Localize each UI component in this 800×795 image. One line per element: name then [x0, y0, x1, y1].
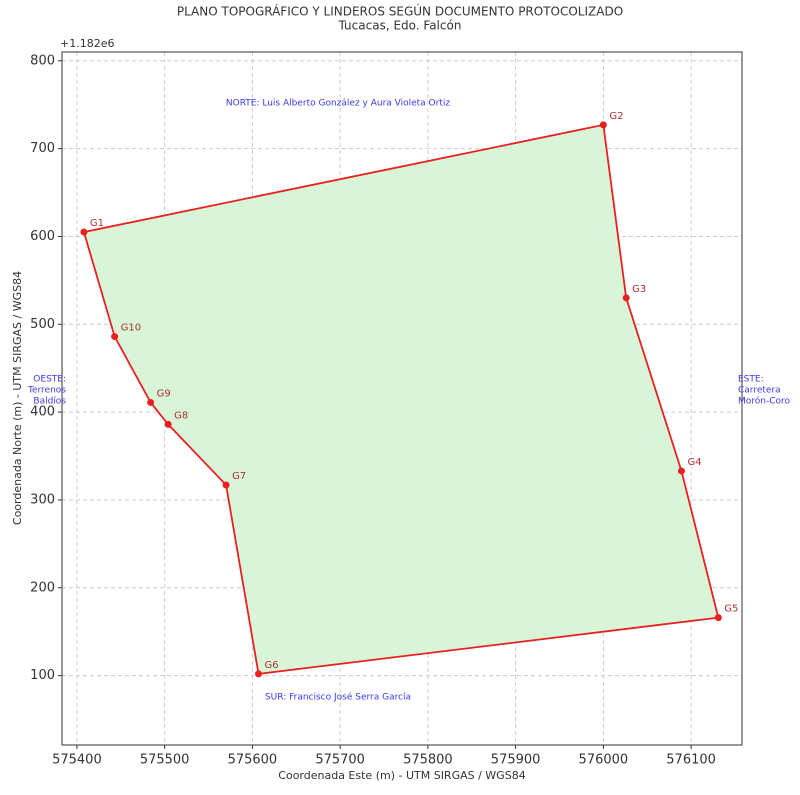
vertex-label: G5 [724, 604, 738, 615]
vertex [599, 121, 607, 129]
chart-subtitle: Tucacas, Edo. Falcón [338, 19, 462, 33]
y-tick-label: 100 [30, 668, 55, 683]
x-tick-label: 575700 [315, 753, 365, 768]
x-tick-label: 575900 [491, 753, 541, 768]
vertex-label: G9 [157, 388, 171, 399]
chart-title: PLANO TOPOGRÁFICO Y LINDEROS SEGÚN DOCUM… [177, 4, 623, 19]
vertex-label: G3 [632, 284, 646, 295]
x-axis-label: Coordenada Este (m) - UTM SIRGAS / WGS84 [278, 769, 525, 782]
vertex [111, 333, 119, 341]
boundary-annotation: Carretera [738, 386, 781, 396]
y-axis-label: Coordenada Norte (m) - UTM SIRGAS / WGS8… [11, 271, 24, 525]
y-offset-label: +1.182e6 [60, 37, 114, 50]
vertex-label: G6 [265, 660, 279, 671]
boundary-annotation: Terrenos [27, 386, 66, 396]
x-tick-label: 575400 [52, 753, 102, 768]
y-tick-label: 800 [30, 53, 55, 68]
x-tick-label: 575500 [140, 753, 190, 768]
y-tick-label: 500 [30, 317, 55, 332]
vertex-label: G1 [90, 218, 104, 229]
vertex [147, 398, 155, 406]
vertex-label: G10 [121, 323, 141, 334]
y-tick-label: 300 [30, 492, 55, 507]
x-tick-label: 575600 [228, 753, 278, 768]
y-tick-label: 400 [30, 405, 55, 420]
boundary-annotation: NORTE: Luis Alberto González y Aura Viol… [226, 99, 450, 109]
vertex [164, 420, 172, 428]
vertex [255, 670, 263, 678]
vertex [222, 481, 230, 489]
y-tick-label: 700 [30, 141, 55, 156]
plot-frame [61, 51, 743, 746]
boundary-annotation: OESTE: [33, 375, 66, 385]
x-tick-label: 576100 [666, 753, 716, 768]
boundary-annotation: Morón-Coro [738, 396, 791, 407]
vertex [622, 294, 630, 302]
vertex [80, 228, 88, 236]
vertex-label: G4 [687, 457, 701, 468]
boundary [82, 123, 720, 675]
boundary-annotation: SUR: Francisco José Serra García [265, 692, 411, 703]
vertex [677, 467, 685, 475]
y-tick-label: 600 [30, 229, 55, 244]
y-tick-label: 200 [30, 580, 55, 595]
boundary-annotation: ESTE: [738, 375, 764, 385]
vertex [714, 614, 722, 622]
x-tick-label: 576000 [579, 753, 629, 768]
vertex-label: G7 [232, 471, 246, 482]
x-tick-label: 575800 [403, 753, 453, 768]
vertex-label: G8 [174, 410, 188, 421]
vertex-label: G2 [609, 111, 623, 122]
boundary-annotation: Baldíos [33, 397, 66, 407]
